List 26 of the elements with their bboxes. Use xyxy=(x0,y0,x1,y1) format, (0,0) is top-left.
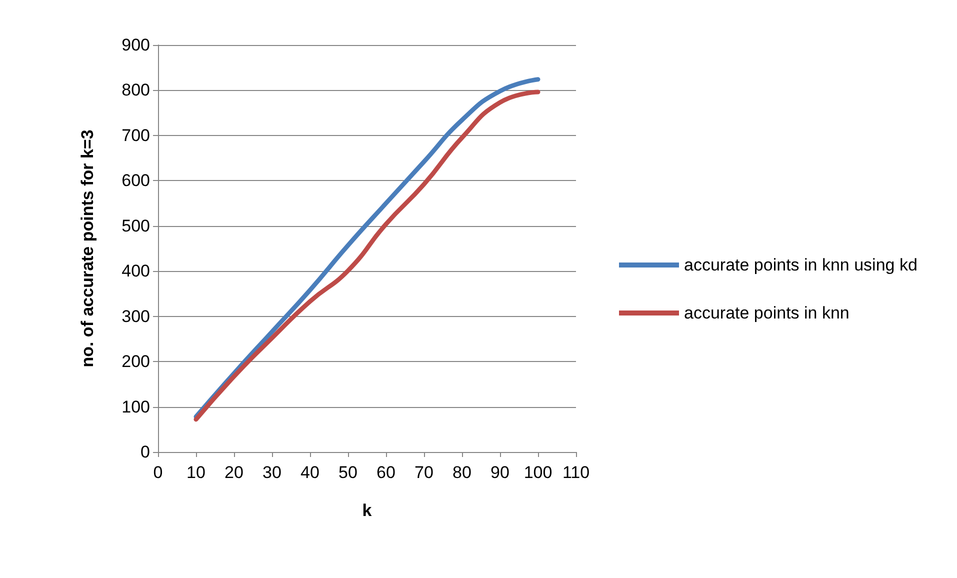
x-tick-label: 60 xyxy=(376,463,396,482)
x-tick-label: 30 xyxy=(262,463,282,482)
x-tick-label: 40 xyxy=(300,463,320,482)
x-tick-label: 80 xyxy=(452,463,472,482)
x-tick-label: 20 xyxy=(224,463,244,482)
y-tick-label: 700 xyxy=(122,126,150,145)
y-tick-label: 300 xyxy=(122,306,150,326)
y-tick-label: 800 xyxy=(122,80,150,100)
x-tick-label: 110 xyxy=(562,463,590,482)
y-tick-label: 0 xyxy=(140,442,150,462)
legend-label: accurate points in knn xyxy=(684,304,850,322)
legend-label: accurate points in knn using kd xyxy=(684,256,918,274)
x-tick-label: 10 xyxy=(186,463,206,482)
y-tick-label: 100 xyxy=(122,397,150,416)
x-tick-label: 0 xyxy=(153,463,163,482)
y-tick-label: 500 xyxy=(122,216,150,236)
x-tick-label: 100 xyxy=(524,463,552,482)
x-axis-title: k xyxy=(362,501,372,520)
x-tick-label: 70 xyxy=(414,463,434,482)
x-tick-label: 50 xyxy=(338,463,358,482)
y-tick-label: 200 xyxy=(122,352,150,372)
y-axis-title: no. of accurate points for k=3 xyxy=(78,130,97,368)
x-tick-label: 90 xyxy=(490,463,510,482)
y-tick-label: 400 xyxy=(122,262,150,281)
y-tick-label: 900 xyxy=(122,36,150,54)
y-tick-label: 600 xyxy=(122,171,150,190)
